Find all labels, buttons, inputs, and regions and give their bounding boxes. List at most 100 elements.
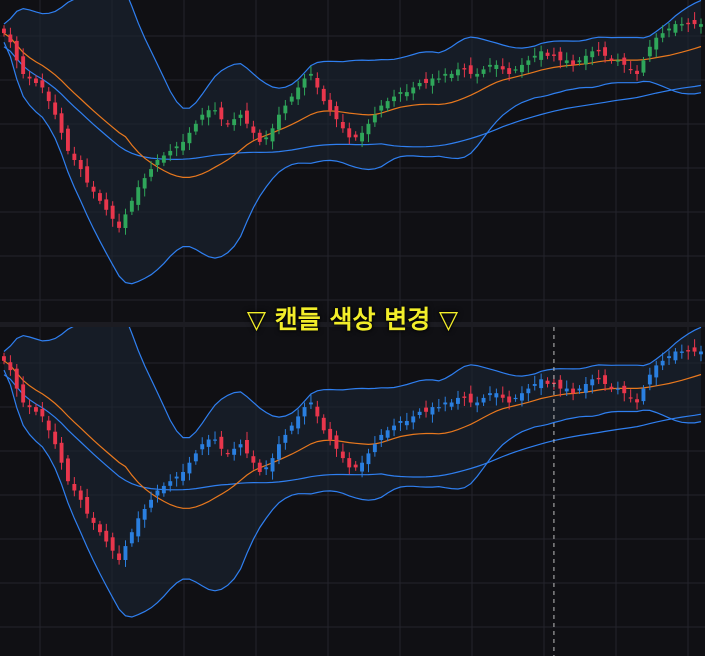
candle [615,53,620,67]
candle-body [232,119,237,126]
candle [117,213,121,233]
candle [321,85,326,105]
candle-body [660,33,665,38]
candle [46,87,51,110]
candle [40,402,45,423]
candle-body [424,407,428,412]
bollinger-band-fill [4,327,701,617]
candle [404,84,409,101]
candle-body [245,110,249,124]
candle [603,41,607,63]
candle-body [14,368,19,389]
candle-body [72,484,77,491]
moving-average-line [3,374,702,491]
candle-body [526,60,531,65]
candle [155,484,160,503]
candle [507,62,512,81]
candle-body [347,458,352,468]
candle [14,364,19,397]
candle-body [72,153,77,160]
candle [609,55,614,64]
candle [468,57,473,79]
candle-body [545,52,550,56]
candle [635,65,639,81]
candle [615,381,620,395]
candle [53,423,58,449]
candle [686,18,691,33]
candle [315,400,320,424]
candle [430,73,435,94]
candle [462,391,467,406]
candle-body [366,123,371,135]
candle-body [27,76,32,79]
candle-body [174,476,179,479]
candle-body [641,60,646,73]
candle-body [238,114,243,118]
candle [436,399,441,412]
candle [78,155,83,177]
candle [34,403,38,416]
candle-body [571,388,575,394]
bottom-chart-canvas[interactable] [0,327,705,656]
candle [296,409,301,435]
candle-body [104,530,109,542]
candle-body [91,186,96,192]
candle-body [91,517,96,523]
candle-body [590,51,595,58]
candle-body [161,155,166,163]
candle [129,197,134,216]
candle-body [398,92,403,94]
candle [571,382,575,401]
candle [193,449,198,465]
candle-body [558,51,563,61]
candle [225,449,230,457]
candle [481,394,486,406]
candle-body [686,350,691,352]
candle-body [181,472,185,481]
candle [117,545,121,565]
candle-body [136,518,141,537]
candle [72,146,77,166]
candle [667,22,671,38]
candle-body [596,377,601,380]
candle [347,452,352,475]
candle [245,431,249,459]
candle [315,72,320,95]
candle [443,68,448,83]
candle-body [315,78,320,88]
candle-body [654,365,659,378]
candle-body [149,499,153,508]
top-price-chart[interactable] [0,0,705,322]
bottom-price-chart[interactable] [0,327,705,656]
candle [635,393,639,410]
candle-body [379,434,384,440]
candle [609,383,614,393]
candle [558,375,563,397]
candle-body [283,105,288,114]
candle-body [110,537,115,551]
candle-body [392,96,396,102]
candle [123,208,128,235]
candle-body [264,467,269,470]
top-chart-canvas[interactable] [0,0,705,322]
candle-body [622,385,627,394]
candle [206,105,211,126]
candle-body [430,78,435,86]
candle [526,55,531,73]
candle-body [539,379,544,389]
candle-body [213,439,217,441]
candle-body [392,425,396,431]
candle-body [277,444,281,460]
candle [59,107,64,140]
candle-body [590,379,595,386]
candle [590,374,595,394]
candle [72,477,77,497]
candle-body [232,448,237,455]
candle-body [571,60,575,65]
candle-body [277,114,281,130]
candle-body [456,69,460,76]
candle [200,437,205,456]
candle-body [21,384,26,403]
candle [142,504,147,528]
candle [264,460,269,475]
